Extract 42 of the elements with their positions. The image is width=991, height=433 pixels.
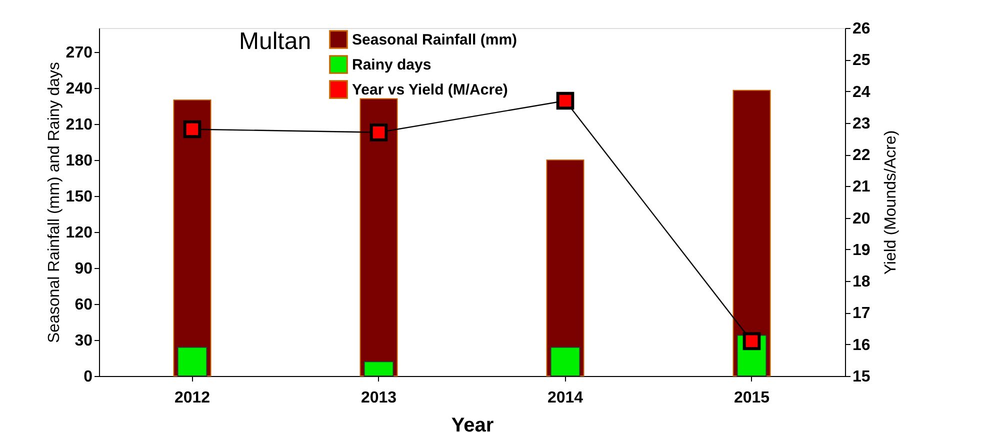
y-tick-label: 30 (74, 332, 93, 350)
x-tick-label: 2014 (547, 390, 584, 406)
y-tick-label: 210 (66, 116, 93, 134)
x-axis-title: Year (451, 414, 494, 433)
legend-label: Year vs Yield (M/Acre) (352, 82, 508, 98)
y-tick-label: 60 (74, 296, 93, 314)
x-tick-label: 2013 (360, 390, 397, 406)
x-tick-label: 2015 (734, 390, 770, 406)
y2-tick-label: 20 (852, 210, 870, 228)
y-tick-label: 0 (84, 368, 93, 386)
legend-label: Seasonal Rainfall (mm) (352, 32, 518, 48)
x-tick-label: 2012 (174, 390, 210, 406)
y-tick-label: 270 (66, 44, 93, 62)
y2-tick-label: 22 (852, 147, 870, 164)
y2-tick-label: 21 (852, 178, 870, 196)
y2-tick-label: 19 (852, 242, 870, 259)
y-tick-label: 240 (66, 80, 93, 98)
y2-tick-label: 26 (852, 20, 870, 38)
y-tick-label: 90 (74, 260, 93, 278)
bar (550, 346, 580, 376)
bar (546, 160, 584, 376)
y2-tick-label: 23 (852, 115, 870, 132)
chart-title: Multan (239, 28, 312, 55)
y2-tick-label: 25 (852, 52, 870, 70)
bar (364, 361, 394, 376)
point (742, 332, 761, 350)
point (183, 120, 202, 138)
y2-tick-label: 24 (852, 84, 870, 101)
bar (177, 346, 208, 376)
y2-tick-label: 16 (852, 336, 870, 354)
y2-axis-title: Yield (Mounds/Acre) (882, 130, 900, 275)
y2-tick-label: 17 (852, 305, 870, 322)
point (370, 123, 388, 142)
y-tick-label: 150 (66, 188, 93, 206)
point (556, 92, 574, 110)
y-axis-title: Seasonal Rainfall (mm) and Rainy days (46, 62, 63, 344)
y2-tick-label: 18 (852, 274, 870, 291)
y-tick-label: 180 (66, 152, 93, 170)
bar (360, 98, 398, 376)
y-tick-label: 120 (66, 224, 93, 242)
y2-tick-label: 15 (852, 368, 870, 386)
legend-label: Rainy days (352, 56, 432, 74)
